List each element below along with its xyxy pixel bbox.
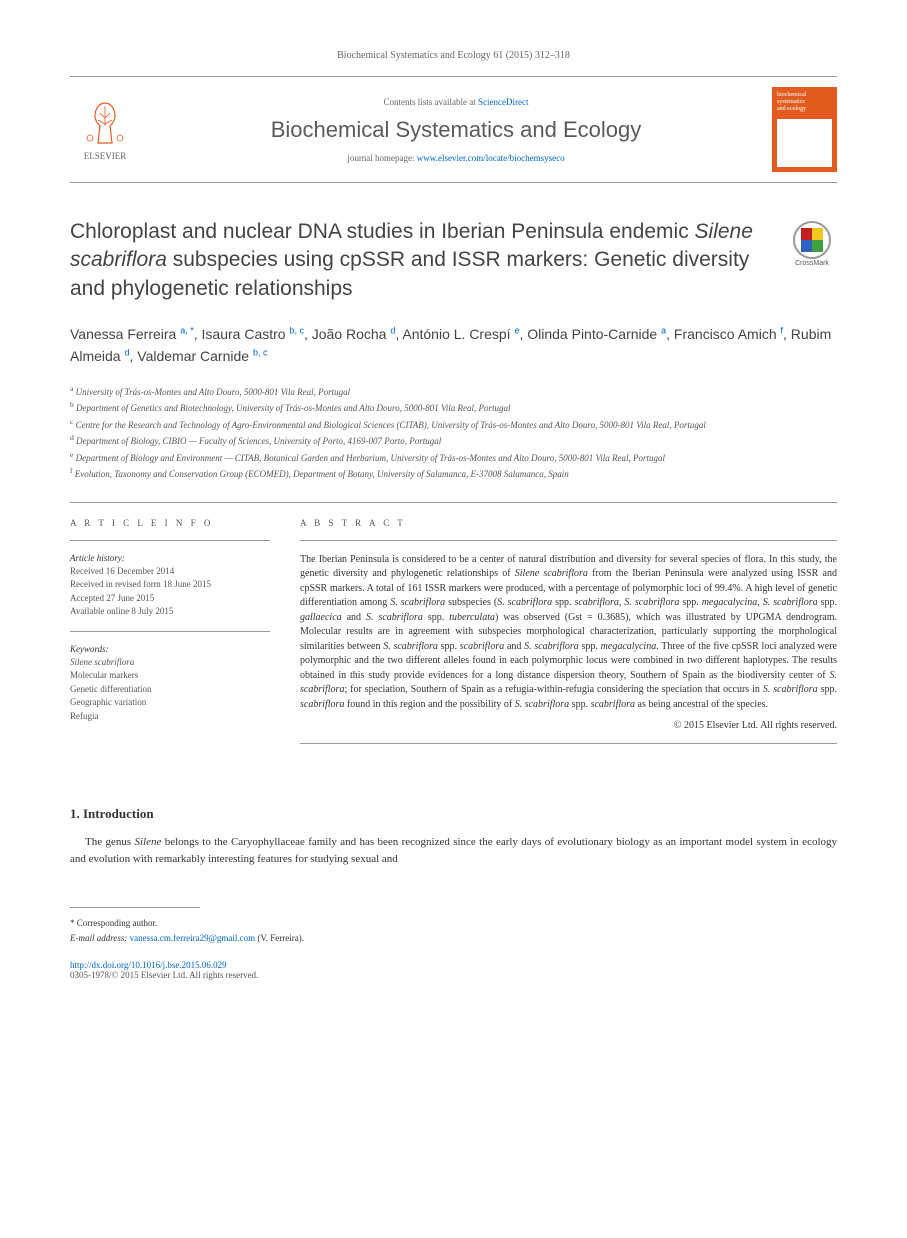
introduction-heading: 1. Introduction [70, 806, 837, 822]
email-link[interactable]: vanessa.cm.ferreira29@gmail.com [130, 933, 256, 943]
email-suffix: (V. Ferreira). [257, 933, 304, 943]
crossmark-badge[interactable]: CrossMark [787, 218, 837, 268]
author-list: Vanessa Ferreira a, *, Isaura Castro b, … [70, 323, 837, 368]
online-date: Available online 8 July 2015 [70, 605, 270, 619]
journal-cover: biochemical systematics and ecology [772, 87, 837, 172]
crossmark-icon: CrossMark [787, 218, 837, 268]
cover-title-2: systematics [777, 99, 832, 106]
footer-divider [70, 907, 200, 908]
keywords-heading: Keywords: [70, 644, 270, 654]
cover-image-box [777, 119, 832, 167]
masthead-center: Contents lists available at ScienceDirec… [155, 97, 757, 163]
elsevier-label: ELSEVIER [84, 151, 127, 161]
abstract-text: The Iberian Peninsula is considered to b… [300, 553, 837, 713]
info-hr [70, 631, 270, 632]
introduction-text: The genus Silene belongs to the Caryophy… [70, 834, 837, 867]
keyword: Genetic differentiation [70, 683, 270, 697]
cover-title-1: biochemical [777, 92, 832, 99]
affiliation: f Evolution, Taxonomy and Conservation G… [70, 465, 837, 482]
page-header: Biochemical Systematics and Ecology 61 (… [70, 50, 837, 61]
keyword: Molecular markers [70, 669, 270, 683]
affiliations: a University of Trás-os-Montes and Alto … [70, 383, 837, 482]
title-section: Chloroplast and nuclear DNA studies in I… [70, 218, 837, 303]
history-heading: Article history: [70, 553, 270, 563]
keyword: Geographic variation [70, 696, 270, 710]
svg-text:CrossMark: CrossMark [795, 260, 829, 267]
article-info-heading: A R T I C L E I N F O [70, 518, 270, 528]
abstract: A B S T R A C T The Iberian Peninsula is… [300, 518, 837, 757]
sciencedirect-link[interactable]: ScienceDirect [478, 97, 528, 107]
keyword: Refugia [70, 710, 270, 724]
doi-line: http://dx.doi.org/10.1016/j.bse.2015.06.… [70, 960, 837, 970]
affiliation: b Department of Genetics and Biotechnolo… [70, 399, 837, 416]
revised-date: Received in revised form 18 June 2015 [70, 578, 270, 592]
doi-link[interactable]: http://dx.doi.org/10.1016/j.bse.2015.06.… [70, 960, 227, 970]
abstract-heading: A B S T R A C T [300, 518, 837, 528]
affiliation: d Department of Biology, CIBIO — Faculty… [70, 432, 837, 449]
article-info: A R T I C L E I N F O Article history: R… [70, 518, 270, 757]
elsevier-logo[interactable]: ELSEVIER [70, 92, 140, 167]
info-abstract-row: A R T I C L E I N F O Article history: R… [70, 518, 837, 757]
abstract-copyright: © 2015 Elsevier Ltd. All rights reserved… [300, 720, 837, 731]
info-hr [300, 540, 837, 541]
info-hr [300, 743, 837, 744]
affiliation: c Centre for the Research and Technology… [70, 416, 837, 433]
masthead: ELSEVIER Contents lists available at Sci… [70, 76, 837, 183]
homepage-line: journal homepage: www.elsevier.com/locat… [155, 153, 757, 163]
email-label: E-mail address: [70, 933, 127, 943]
affiliation: e Department of Biology and Environment … [70, 449, 837, 466]
received-date: Received 16 December 2014 [70, 565, 270, 579]
accepted-date: Accepted 27 June 2015 [70, 592, 270, 606]
citation-text: Biochemical Systematics and Ecology 61 (… [337, 50, 570, 61]
homepage-link[interactable]: www.elsevier.com/locate/biochemsyseco [417, 153, 565, 163]
article-title: Chloroplast and nuclear DNA studies in I… [70, 218, 767, 303]
cover-title-3: and ecology [777, 106, 832, 113]
corresponding-author: * Corresponding author. E-mail address: … [70, 916, 837, 945]
affiliation: a University of Trás-os-Montes and Alto … [70, 383, 837, 400]
divider [70, 502, 837, 503]
copyright-footer: 0305-1978/© 2015 Elsevier Ltd. All right… [70, 970, 837, 980]
contents-line: Contents lists available at ScienceDirec… [155, 97, 757, 107]
keyword: Silene scabriflora [70, 656, 270, 670]
journal-name: Biochemical Systematics and Ecology [155, 117, 757, 143]
info-hr [70, 540, 270, 541]
corresponding-label: * Corresponding author. [70, 916, 837, 930]
elsevier-tree-icon [80, 98, 130, 148]
